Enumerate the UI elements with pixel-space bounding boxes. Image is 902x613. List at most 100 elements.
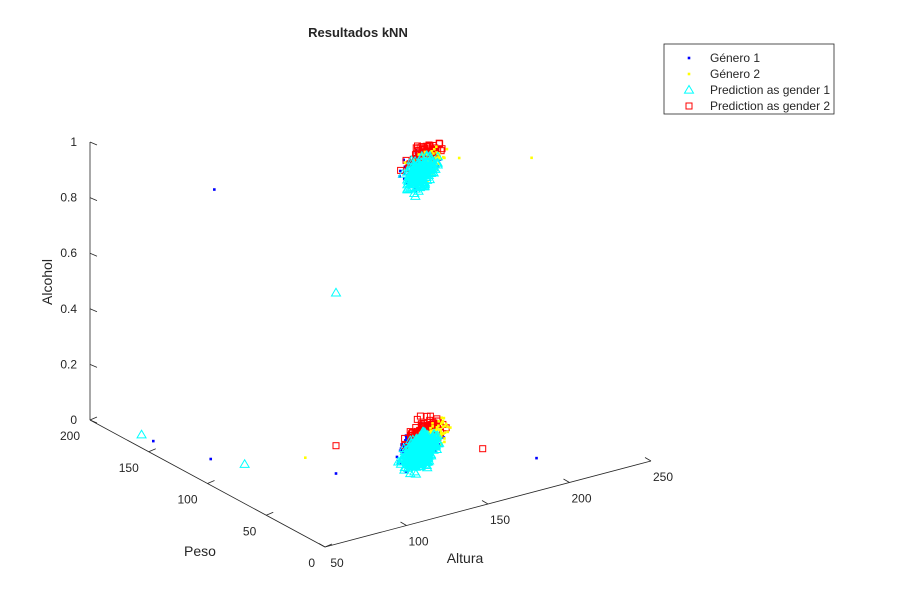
data-point (431, 430, 442, 440)
x-axis-label: Altura (447, 550, 484, 566)
z-tick-label: 0.4 (60, 302, 77, 316)
data-point (685, 102, 693, 110)
data-point (409, 466, 420, 476)
y-tick-label: 50 (243, 524, 257, 538)
data-point (437, 162, 441, 165)
data-point (304, 456, 307, 459)
data-point (439, 433, 443, 436)
data-point (407, 178, 418, 188)
y-tick-mark (89, 416, 98, 421)
data-point (435, 425, 439, 429)
legend-entry-1: Género 1 (687, 51, 760, 65)
data-point (429, 426, 432, 430)
data-point (420, 449, 431, 459)
series-3 (136, 149, 445, 478)
data-point (425, 153, 429, 156)
data-point (410, 452, 422, 462)
data-point (401, 459, 413, 469)
y-axis-label: Peso (184, 543, 216, 559)
data-point (437, 424, 440, 428)
data-point (457, 156, 461, 160)
data-point (395, 455, 399, 459)
data-point (423, 150, 427, 154)
z-tick-label: 0.8 (60, 191, 77, 205)
y-tick-mark (207, 480, 215, 484)
data-point (399, 453, 410, 463)
legend-label: Prediction as gender 2 (710, 99, 830, 113)
data-point (418, 433, 430, 443)
x-tick-mark (644, 457, 652, 462)
scatter-points (136, 139, 538, 478)
data-point (435, 151, 438, 154)
data-point (403, 170, 415, 181)
data-point (431, 157, 443, 167)
data-point (419, 179, 431, 189)
data-point (444, 422, 448, 426)
data-point (424, 438, 435, 448)
y-tick-label: 200 (60, 429, 80, 443)
data-point (429, 429, 433, 433)
data-point (415, 170, 427, 180)
y-tick-mark (266, 511, 274, 516)
data-point (404, 467, 416, 478)
z-tick-label: 0.6 (60, 246, 77, 260)
legend-box (663, 43, 835, 115)
data-point (330, 287, 342, 297)
data-point (332, 442, 340, 450)
data-point (403, 161, 407, 164)
x-tick-label: 100 (408, 535, 428, 549)
data-point (439, 422, 443, 426)
data-point (410, 164, 422, 174)
x-tick-mark (318, 543, 326, 548)
data-point (334, 472, 338, 475)
y-tick-label: 150 (119, 461, 139, 475)
data-point (438, 443, 442, 446)
data-point (136, 429, 147, 439)
data-point (419, 440, 431, 450)
data-point (414, 460, 426, 470)
data-point (441, 419, 445, 423)
data-point (441, 425, 445, 429)
data-point (417, 153, 421, 156)
data-point (442, 416, 446, 420)
data-point (398, 442, 410, 453)
data-point (432, 152, 435, 155)
z-tick-mark (89, 141, 98, 146)
data-point (399, 450, 411, 460)
legend: Género 1 Género 2 Prediction as gender 1 Pr… (663, 43, 835, 115)
data-point (479, 445, 487, 453)
data-point (406, 181, 418, 191)
data-point (410, 437, 422, 447)
data-point (683, 84, 695, 94)
legend-label: Género 2 (710, 67, 760, 81)
z-tick-mark (89, 419, 98, 424)
y-tick-mark (148, 448, 156, 453)
data-point (436, 428, 440, 432)
z-tick-label: 1 (70, 135, 77, 149)
x-tick-label: 150 (490, 513, 510, 527)
data-point (408, 451, 420, 461)
data-point (440, 416, 444, 420)
z-axis-label: Alcohol (39, 259, 55, 305)
data-point (416, 412, 424, 420)
axes: 50 100 150 200 250 0 50 100 150 200 0 0.2 0.4 0.6 0.8 1… (39, 135, 673, 570)
data-point (416, 150, 428, 160)
legend-entry-4: Prediction as gender 2 (685, 99, 830, 113)
data-point (152, 439, 155, 443)
data-point (421, 164, 433, 174)
data-point (429, 159, 441, 169)
z-tick-mark (89, 364, 98, 368)
data-point (446, 425, 449, 429)
data-point (437, 152, 441, 155)
x-tick-mark (400, 521, 407, 526)
data-point (424, 173, 436, 184)
data-point (442, 155, 445, 159)
x-tick-label: 200 (571, 492, 591, 506)
z-tick-mark (89, 308, 98, 313)
data-point (430, 163, 441, 173)
data-point (430, 150, 433, 153)
data-point (407, 441, 418, 451)
y-tick-label: 100 (177, 493, 197, 507)
data-point (443, 437, 446, 440)
